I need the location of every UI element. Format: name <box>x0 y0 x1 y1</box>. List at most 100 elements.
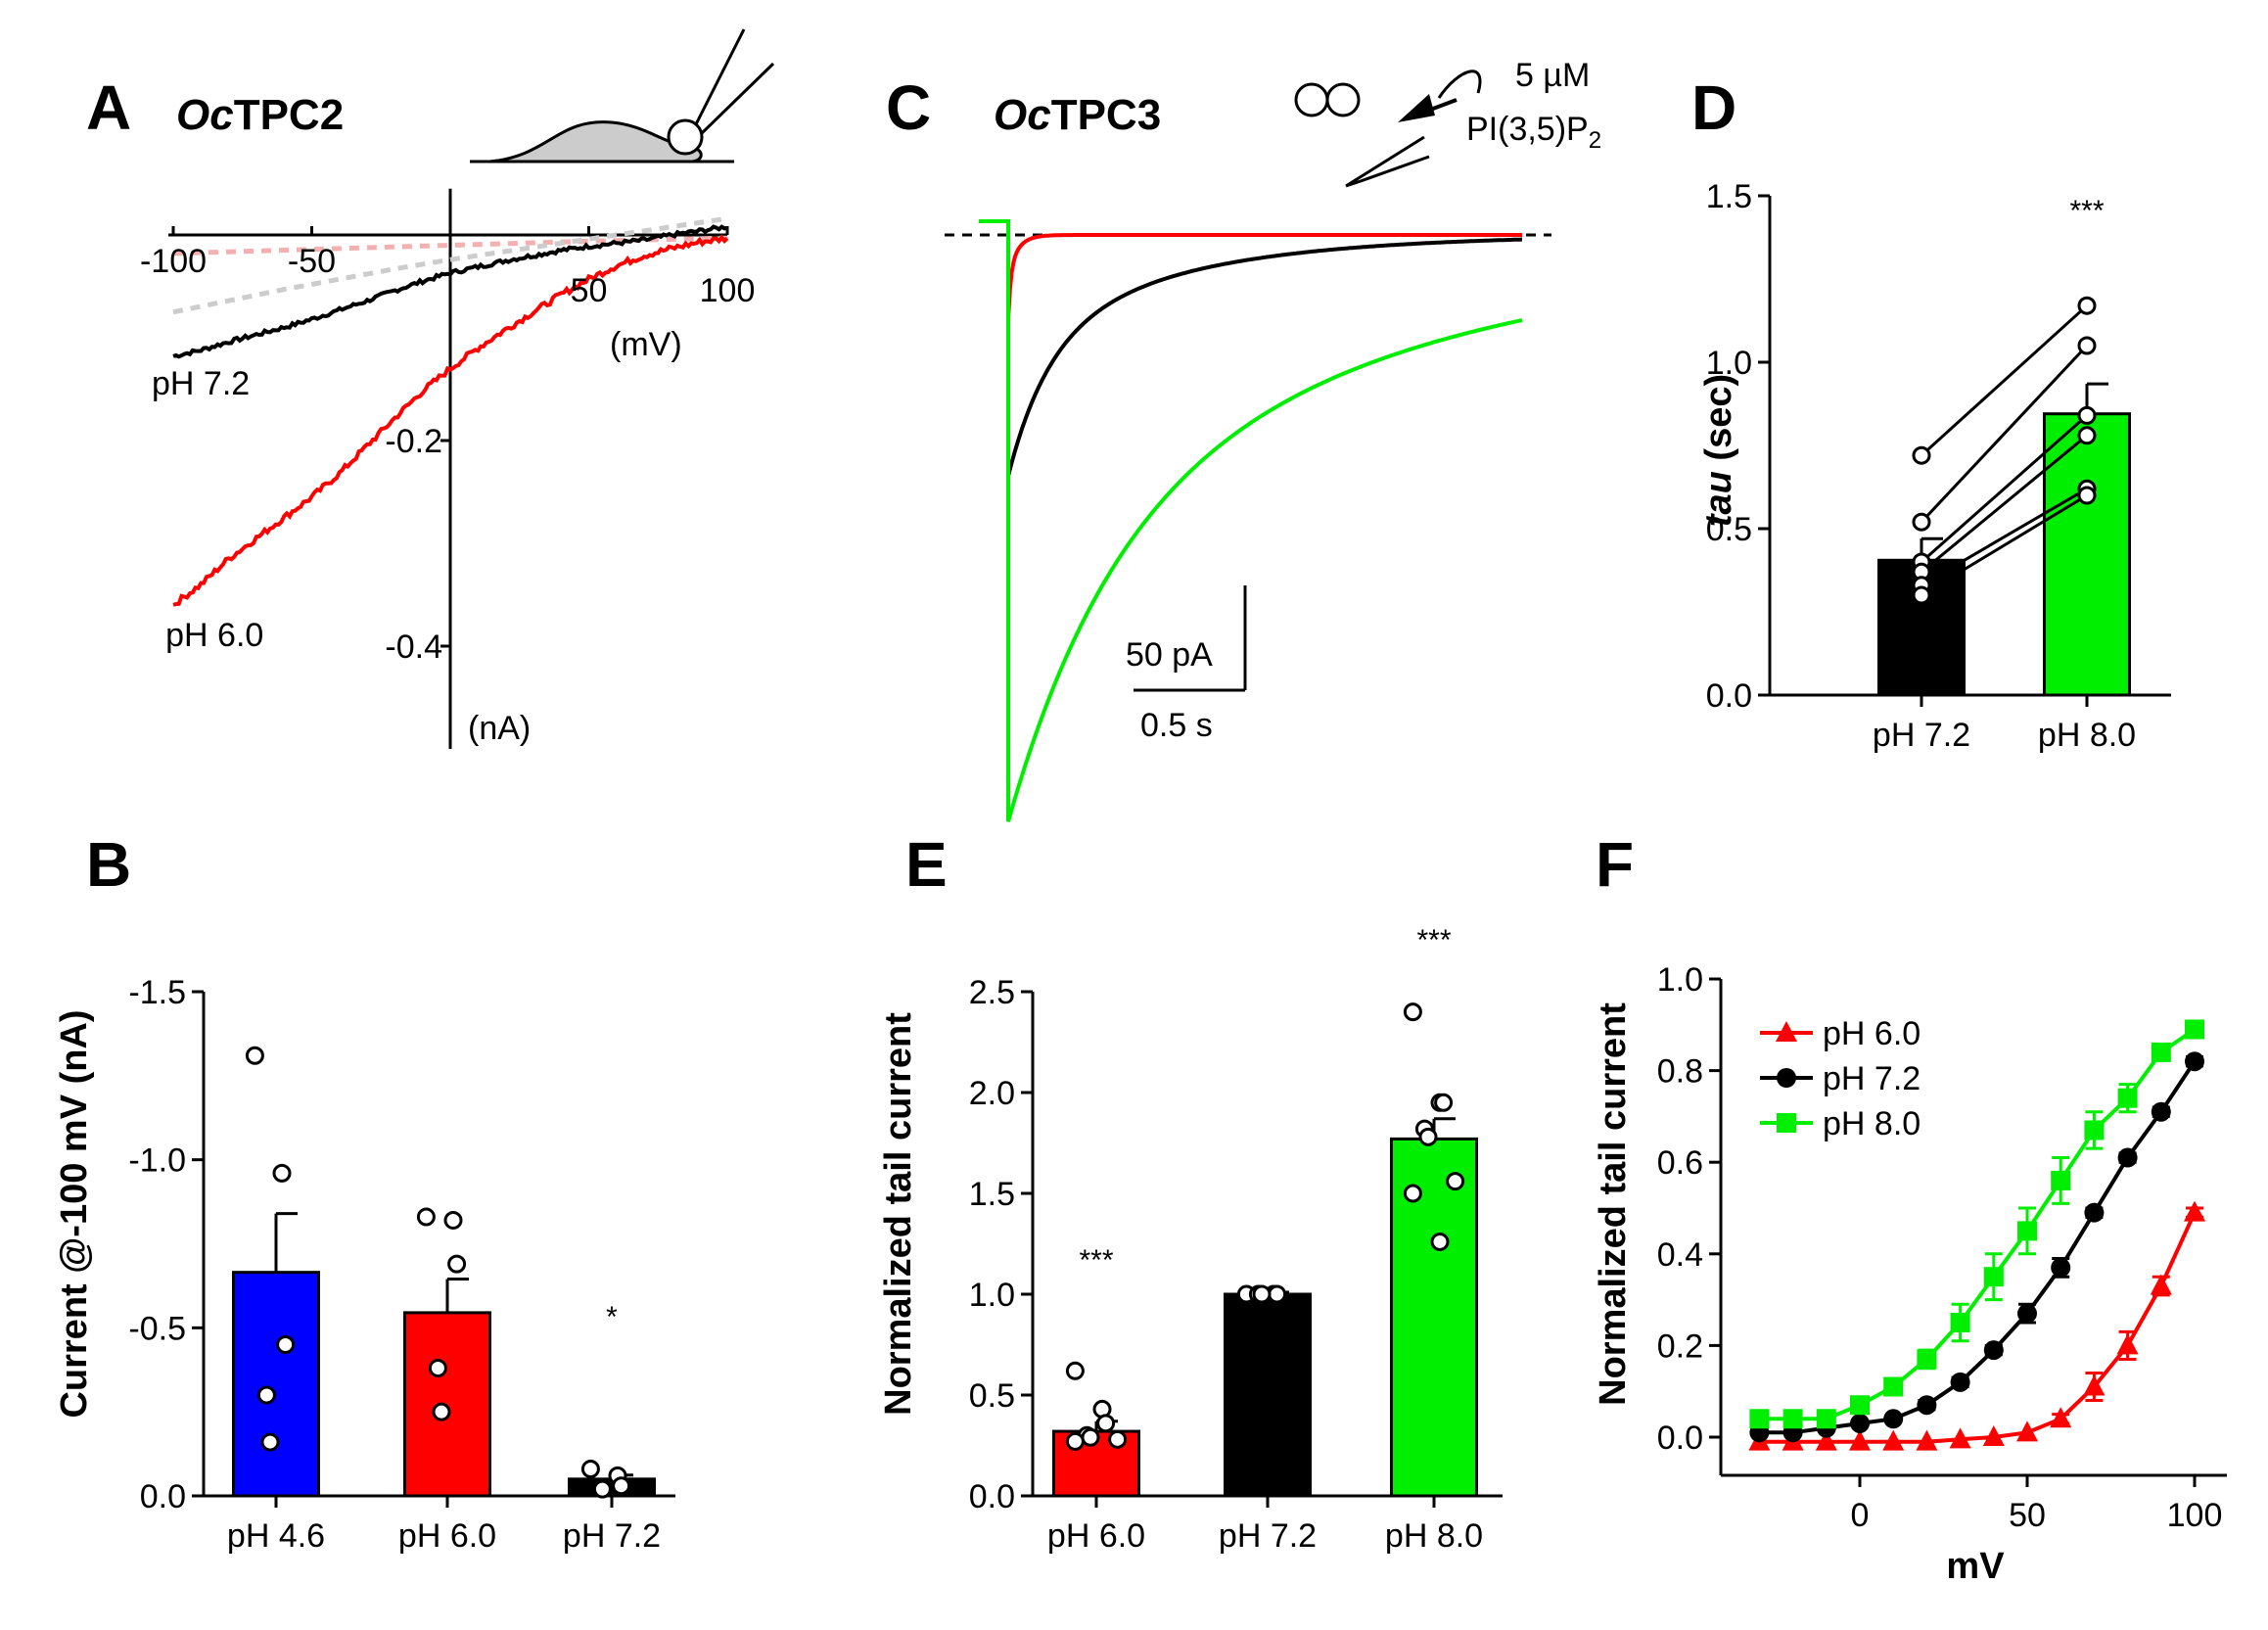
panel-f-marker <box>1950 1372 1970 1392</box>
panel-f-marker <box>1850 1395 1870 1416</box>
panel-e-xtick-label: pH 7.2 <box>1219 1517 1317 1555</box>
scalebar: 50 pA 0.5 s <box>1126 585 1247 744</box>
panel-f-ytick-label: 0.2 <box>1657 1327 1703 1365</box>
panel-f-xtick-label: 0 <box>1851 1497 1870 1534</box>
panel-f-marker <box>2150 1274 2172 1295</box>
panel-d-data-point <box>1912 445 1931 465</box>
panel-a-ytick-label: -0.4 <box>385 629 442 666</box>
scalebar-y-label: 50 pA <box>1126 636 1213 674</box>
panel-b-data-point <box>272 1163 292 1183</box>
panel-e-data-point <box>1096 1414 1116 1433</box>
panel-a-label-ph60: pH 6.0 <box>165 617 263 654</box>
panel-a-label-ph72: pH 7.2 <box>152 365 250 402</box>
panel-c-trace-ph-7-2 <box>979 219 1522 477</box>
panel-a-title: OcTPC2 <box>176 91 344 139</box>
panel-f-marker <box>2083 1374 2106 1396</box>
panel-f-ytick-label: 1.0 <box>1657 961 1703 999</box>
panel-d-ytick-label: 0.5 <box>1706 511 1752 548</box>
panel-e-data-point <box>1268 1284 1287 1304</box>
scalebar-x-label: 0.5 s <box>1140 707 1213 744</box>
panel-a-trace-ph-6-0 <box>172 234 729 607</box>
panel-e-data-point <box>1252 1284 1272 1304</box>
panel-label-f: F <box>1596 829 1634 900</box>
panel-f-marker <box>2050 1407 2072 1428</box>
panel-f-ytick-label: 0.0 <box>1657 1420 1703 1457</box>
panel-d-pair-line <box>1920 304 2089 457</box>
panel-a-trace-ph-7-2 <box>172 224 728 359</box>
panel-e-data-point <box>1065 1361 1085 1380</box>
panel-e-bar-chart: 0.0 0.5 1.0 1.5 2.0 2.5 pH 6.0 *** pH 7.2 pH 8.0 *… <box>878 924 1503 1555</box>
panel-f-gv-chart: 0.0 0.2 0.4 0.6 0.8 1.0 0 50 100 Normalized tail… <box>1593 961 2227 1587</box>
panel-b-ylabel: Current @-100 mV (nA) <box>54 1009 95 1418</box>
panel-b-significance: * <box>606 1301 618 1333</box>
panel-a-xlabel: (mV) <box>610 326 682 363</box>
panel-e-significance: *** <box>1416 924 1451 956</box>
panel-e-bar <box>1224 1292 1312 1498</box>
panel-e-data-point <box>1430 1232 1450 1251</box>
panel-f-marker <box>1982 1425 2005 1446</box>
panel-f-marker <box>1917 1349 1937 1370</box>
panel-f-marker <box>2017 1303 2037 1324</box>
panel-label-e: E <box>905 829 948 900</box>
panel-f-xtick-label: 50 <box>2009 1497 2046 1534</box>
panel-f-marker <box>1883 1376 1904 1397</box>
panel-e-xtick-label: pH 6.0 <box>1047 1517 1145 1555</box>
panel-d-significance: *** <box>2069 195 2104 227</box>
panel-f-marker <box>2151 1101 2171 1122</box>
panel-label-a: A <box>86 72 131 143</box>
panel-b-data-point <box>260 1432 280 1452</box>
panel-c-trace-ph-6-0 <box>979 219 1522 319</box>
panel-e-ytick-label: 2.5 <box>969 974 1015 1011</box>
panel-f-marker <box>1983 1267 2004 1287</box>
panel-b-xtick-label: pH 4.6 <box>227 1517 325 1555</box>
panel-f-marker <box>1949 1427 1971 1449</box>
panel-f-marker <box>1850 1413 1870 1433</box>
panel-b-data-point <box>256 1385 276 1405</box>
legend-label: pH 8.0 <box>1823 1105 1921 1142</box>
panel-f-marker <box>1983 1340 2004 1361</box>
panel-label-b: B <box>86 829 131 900</box>
panel-b-bar <box>403 1311 491 1498</box>
panel-a-xtick-label: -50 <box>288 243 336 280</box>
panel-f-xlabel: mV <box>1946 1546 2005 1587</box>
panel-e-significance: *** <box>1079 1244 1113 1277</box>
panel-b-ytick-label: 0.0 <box>140 1478 186 1515</box>
panel-e-data-point <box>1403 1184 1422 1203</box>
panel-d-ytick-label: 1.5 <box>1706 178 1752 215</box>
panel-d-tau-chart: 0.0 0.5 1.0 1.5 pH 7.2 pH 8.0 *** tau (sec) <box>1698 178 2171 754</box>
panel-b-data-point <box>580 1460 600 1479</box>
panel-f-marker <box>2184 1200 2205 1222</box>
cell-pipette-cartoon <box>470 28 775 163</box>
panel-f-marker <box>1749 1409 1770 1429</box>
legend-label: pH 7.2 <box>1823 1060 1921 1097</box>
panel-d-pair-line <box>1921 414 2088 564</box>
legend-marker <box>1777 1068 1796 1088</box>
panel-e-data-point <box>1108 1429 1128 1449</box>
panel-b-data-point <box>432 1402 451 1421</box>
panel-f-marker <box>1782 1409 1803 1429</box>
panel-f-marker <box>2117 1088 2138 1108</box>
legend-marker <box>1776 1021 1797 1042</box>
panel-e-data-point <box>1434 1093 1454 1112</box>
panel-d-ylabel: tau (sec) <box>1698 374 1739 527</box>
panel-e-data-point <box>1446 1172 1465 1191</box>
panel-f-marker <box>1917 1395 1937 1416</box>
panel-b-data-point <box>276 1335 296 1354</box>
panel-d-data-point <box>1912 585 1931 605</box>
panel-d-data-point <box>2077 405 2097 425</box>
panel-d-data-point <box>2077 296 2097 315</box>
panel-b-xtick-label: pH 7.2 <box>563 1517 661 1555</box>
panel-a-xtick-label: 100 <box>700 272 756 309</box>
panel-a-trace-ph-7-2-control <box>172 215 728 315</box>
panel-e-ytick-label: 2.0 <box>969 1075 1015 1112</box>
panel-d-bar <box>2043 412 2131 697</box>
panel-a-ylabel: (nA) <box>468 710 531 747</box>
panel-f-marker <box>1882 1429 1905 1451</box>
panel-b-ytick-label: -1.5 <box>128 974 186 1011</box>
panel-b-data-point <box>428 1359 447 1378</box>
panel-d-data-point <box>2077 426 2097 445</box>
legend-marker <box>1777 1113 1796 1133</box>
panel-f-marker <box>1816 1409 1836 1429</box>
panel-f-marker <box>2151 1042 2171 1062</box>
panel-c-current-traces: OcTPC3 5 µM PI(3,5)P2 50 pA 0.5 s <box>945 57 1601 822</box>
